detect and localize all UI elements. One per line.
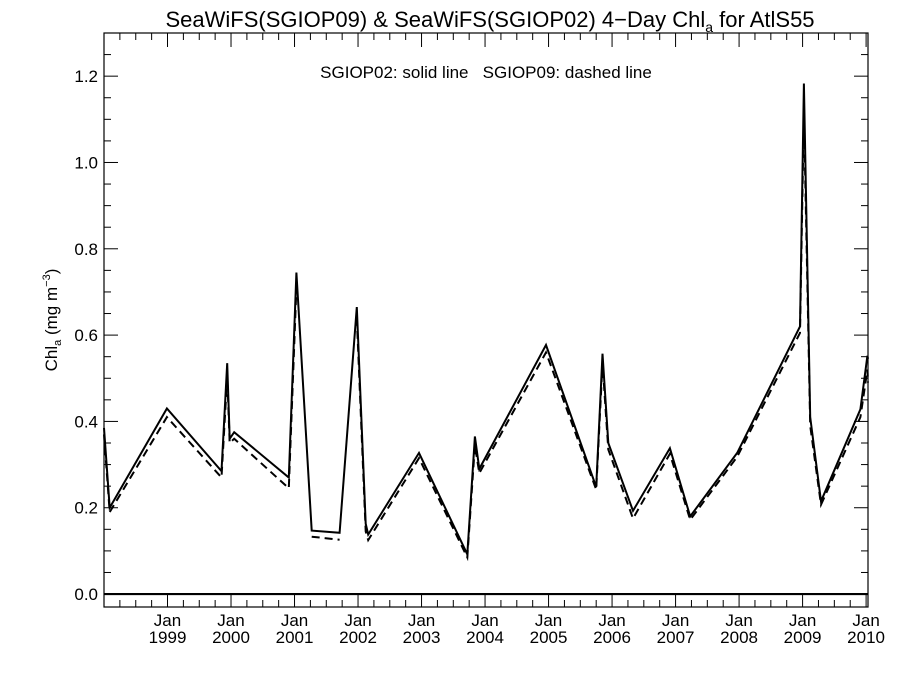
x-tick-label-year: 2010: [847, 628, 885, 647]
x-tick-label-year: 2004: [466, 628, 504, 647]
y-axis-label-main: Chl: [42, 346, 61, 372]
y-tick-label: 0.4: [74, 412, 98, 431]
y-axis-label: Chla (mg m−3): [41, 269, 64, 372]
x-tick-label-year: 2000: [212, 628, 250, 647]
series-sgiop02-solid: [103, 83, 869, 559]
y-axis-label-sub: a: [52, 339, 64, 346]
x-tick-label-year: 2005: [530, 628, 568, 647]
chart-annotation: SGIOP02: solid line SGIOP09: dashed line: [320, 63, 652, 82]
x-tick-label-year: 2007: [657, 628, 695, 647]
x-tick-label-month: Jan: [217, 611, 244, 630]
series-line-sgiop09: [311, 535, 340, 541]
chart-title-tail: for AtlS55: [713, 7, 815, 32]
plot-frame: [103, 32, 869, 608]
x-tick-label-month: Jan: [662, 611, 689, 630]
series-line-sgiop09: [103, 287, 298, 516]
chart-title: SeaWiFS(SGIOP09) & SeaWiFS(SGIOP02) 4−Da…: [165, 7, 814, 35]
x-tick-label-month: Jan: [408, 611, 435, 630]
y-axis: 0.0 0.2 0.4 0.6 0.8 1.0 1.2: [74, 54, 868, 604]
x-tick-label-month: Jan: [535, 611, 562, 630]
x-tick-label-month: Jan: [281, 611, 308, 630]
y-tick-label: 0.6: [74, 326, 98, 345]
x-tick-label-year: 2003: [403, 628, 441, 647]
x-tick-label-year: 2001: [276, 628, 314, 647]
y-axis-label-end: ): [42, 269, 61, 275]
y-tick-label: 1.0: [74, 153, 98, 172]
x-tick-label-month: Jan: [154, 611, 181, 630]
y-axis-label-mid: (mg m: [42, 287, 61, 340]
y-tick-label: 0.2: [74, 499, 98, 518]
chart-title-subscript: a: [705, 19, 713, 35]
x-tick-label-month: Jan: [344, 611, 371, 630]
y-tick-label: 0.0: [74, 585, 98, 604]
x-tick-label-month: Jan: [598, 611, 625, 630]
x-tick-label-year: 2006: [593, 628, 631, 647]
x-tick-label-year: 1999: [149, 628, 187, 647]
x-tick-label-year: 2002: [339, 628, 377, 647]
x-tick-label-year: 2008: [720, 628, 758, 647]
y-tick-label: 0.8: [74, 240, 98, 259]
series-line-sgiop02: [103, 83, 869, 559]
x-tick-label-month: Jan: [471, 611, 498, 630]
x-tick-label-month: Jan: [852, 611, 879, 630]
series-sgiop09-dashed: [103, 110, 869, 562]
x-tick-label-year: 2009: [784, 628, 822, 647]
x-tick-label-month: Jan: [789, 611, 816, 630]
series-line-sgiop09: [355, 110, 869, 562]
y-axis-label-sup: −3: [41, 274, 53, 287]
y-tick-label: 1.2: [74, 67, 98, 86]
x-tick-label-month: Jan: [725, 611, 752, 630]
x-axis: Jan1999Jan2000Jan2001Jan2002Jan2003Jan20…: [119, 33, 885, 647]
series-layer: [103, 83, 869, 562]
chart-title-main: SeaWiFS(SGIOP09) & SeaWiFS(SGIOP02) 4−Da…: [165, 7, 705, 32]
